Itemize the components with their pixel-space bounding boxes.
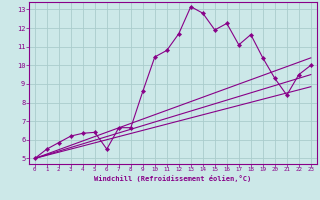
X-axis label: Windchill (Refroidissement éolien,°C): Windchill (Refroidissement éolien,°C) xyxy=(94,175,252,182)
